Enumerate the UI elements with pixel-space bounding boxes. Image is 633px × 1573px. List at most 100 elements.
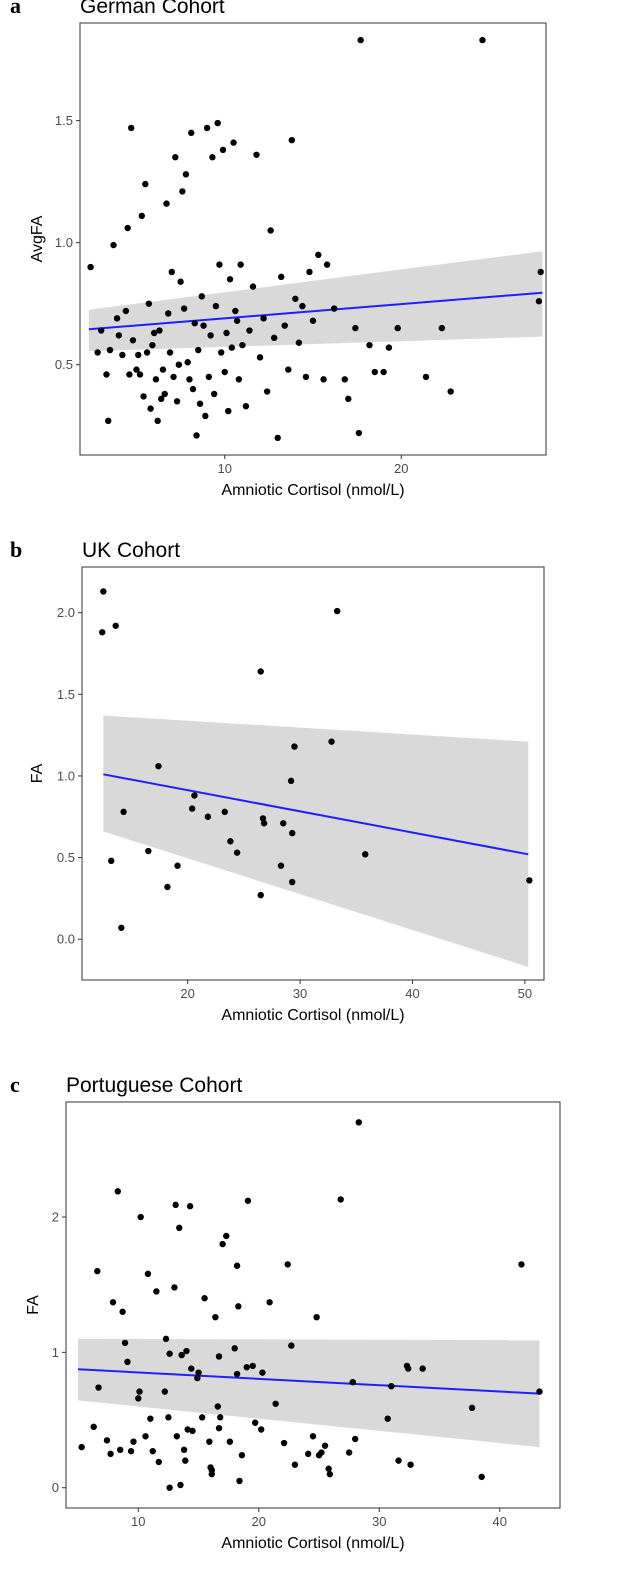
data-point [106, 346, 114, 354]
data-point [351, 1435, 359, 1443]
data-point [119, 1308, 126, 1315]
data-point [188, 129, 195, 137]
data-point [260, 820, 268, 827]
data-point [113, 315, 121, 322]
data-point [209, 154, 216, 161]
x-tick-label: 40 [405, 986, 419, 1001]
data-point [537, 268, 544, 276]
data-point [144, 1270, 152, 1278]
data-point [163, 200, 170, 207]
data-point [242, 402, 250, 410]
data-point [223, 1232, 230, 1240]
data-point [349, 1378, 356, 1386]
data-point [121, 1339, 129, 1347]
panel-letter: b [10, 537, 22, 562]
data-point [256, 354, 264, 361]
data-point [174, 862, 181, 869]
data-point [173, 1433, 181, 1440]
y-tick-label: 0.5 [57, 850, 75, 865]
data-point [237, 261, 244, 268]
data-point [259, 1369, 266, 1376]
x-tick-label: 10 [131, 1514, 145, 1529]
data-point [94, 1267, 101, 1275]
data-point [244, 1197, 252, 1204]
data-point [230, 139, 237, 146]
panel-letter: c [10, 1072, 20, 1097]
data-point [323, 261, 331, 268]
data-point [168, 268, 175, 276]
x-axis-title: Amniotic Cortisol (nmol/L) [221, 1007, 404, 1024]
regression-line [77, 1368, 540, 1395]
data-point [249, 283, 257, 290]
data-point [447, 388, 454, 395]
data-point [333, 607, 341, 615]
data-point [371, 368, 378, 376]
confidence-band [88, 251, 543, 352]
data-point [188, 805, 196, 812]
data-point [285, 366, 292, 373]
data-point [215, 1424, 223, 1432]
data-point [266, 1299, 273, 1306]
data-point [315, 251, 322, 259]
data-point [193, 432, 200, 439]
data-point [172, 154, 179, 161]
y-tick-label: 1.5 [57, 687, 75, 702]
data-point [231, 1345, 238, 1352]
data-point [127, 1447, 135, 1455]
data-point [243, 1364, 250, 1371]
data-point [107, 1450, 114, 1458]
data-point [233, 1370, 241, 1378]
chart-c: c Portuguese Cohort 10 20 30 40 0 1 2 Amniotic Co… [10, 1072, 561, 1552]
data-point [164, 883, 171, 891]
data-point [142, 1433, 149, 1440]
data-point [170, 373, 177, 381]
data-point [177, 1481, 184, 1489]
data-point [212, 1313, 219, 1321]
x-tick-label: 50 [518, 986, 532, 1001]
data-point [99, 629, 106, 636]
data-point [404, 1365, 412, 1372]
data-point [194, 1374, 201, 1382]
data-point [109, 1299, 117, 1306]
y-tick-label: 0.5 [55, 357, 73, 372]
data-point [162, 1335, 170, 1343]
data-point [228, 344, 236, 351]
data-point [345, 1449, 353, 1456]
data-point [198, 293, 205, 300]
data-point [166, 1350, 173, 1357]
data-point [226, 276, 234, 283]
data-point [235, 376, 243, 383]
data-point [124, 1358, 131, 1366]
data-point [321, 1442, 329, 1449]
data-point [189, 1427, 196, 1435]
data-point [479, 36, 486, 44]
data-point [155, 762, 162, 770]
data-point [137, 1213, 144, 1221]
data-point [177, 278, 184, 285]
data-point [127, 124, 135, 132]
data-point [205, 373, 213, 381]
data-point [357, 36, 364, 44]
panel-a: a German Cohort 10 20 0.5 1.0 1.5 Amniotic Cort… [0, 0, 633, 515]
x-tick-label: 20 [252, 1514, 266, 1529]
data-point [328, 738, 335, 745]
data-point [295, 339, 303, 346]
data-point [422, 373, 430, 381]
data-point [280, 820, 287, 827]
data-point [129, 337, 137, 344]
data-point [221, 808, 228, 816]
data-point [191, 792, 198, 799]
data-point [246, 327, 253, 334]
data-point [326, 1470, 334, 1478]
data-point [257, 1426, 265, 1433]
data-point [135, 351, 142, 359]
data-point [313, 1313, 320, 1321]
data-point [288, 1342, 295, 1349]
data-point [155, 1458, 162, 1466]
data-point [330, 305, 338, 312]
chart-title: German Cohort [80, 0, 225, 18]
data-point [235, 1303, 242, 1310]
data-point [284, 1261, 291, 1268]
data-point [120, 808, 127, 816]
data-point [97, 327, 105, 334]
